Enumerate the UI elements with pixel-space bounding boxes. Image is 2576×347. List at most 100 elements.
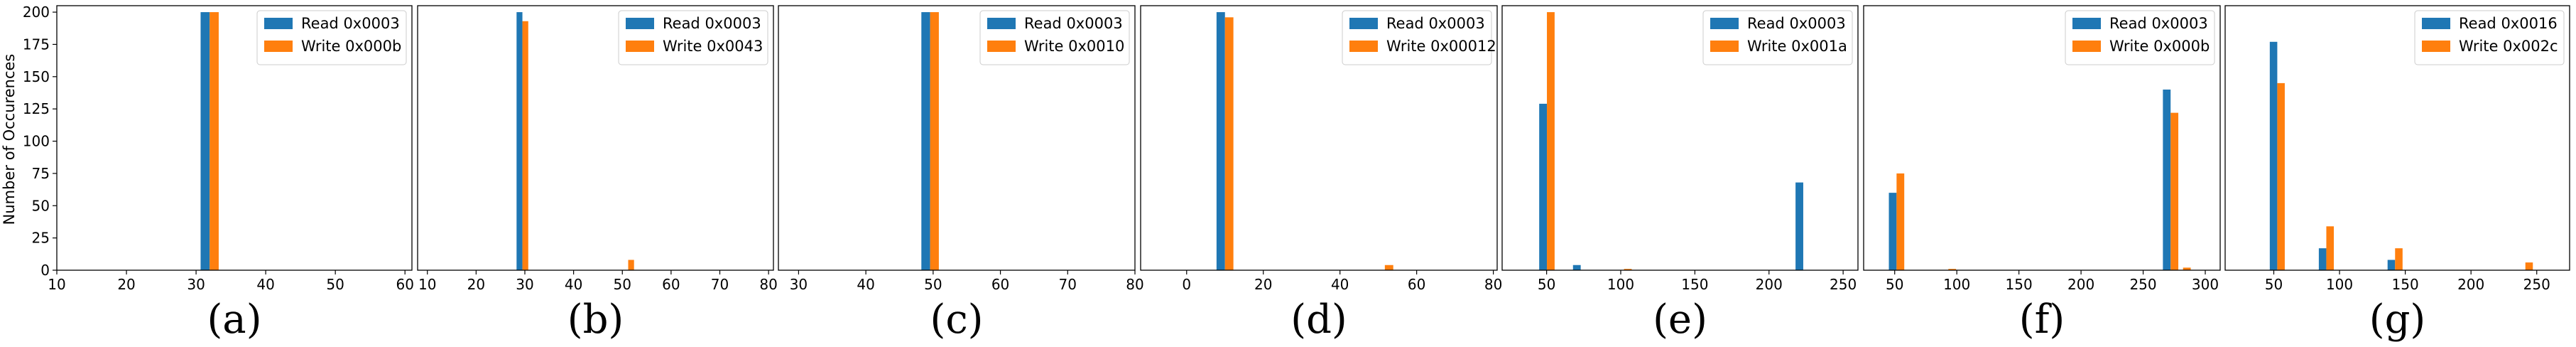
- panel-g: 50 100 150 200 250 Read 0x0016 Write 0x002c (g): [2224, 5, 2570, 343]
- x-tick-label: 300: [2192, 276, 2219, 293]
- legend-swatch: [2422, 41, 2450, 52]
- bar-read: [200, 12, 210, 270]
- panel-caption: (b): [567, 297, 624, 343]
- axes-frame: [1140, 5, 1498, 271]
- legend-swatch: [1349, 18, 1378, 29]
- x-tick-label: 20: [467, 276, 485, 293]
- legend: [979, 10, 1130, 65]
- legend-label: Read 0x0003: [663, 15, 761, 32]
- x-tick-label: 60: [1408, 276, 1425, 293]
- axes-frame: [2224, 5, 2570, 271]
- x-tick-label: 30: [516, 276, 533, 293]
- y-tick-label: 75: [32, 165, 50, 182]
- axes-frame: [1863, 5, 2221, 271]
- x-tick-label: 10: [48, 276, 65, 293]
- y-tick-label: 150: [23, 68, 50, 85]
- x-tick-label: 50: [1886, 276, 1903, 293]
- legend-swatch: [2072, 41, 2101, 52]
- bar-write: [2277, 82, 2285, 270]
- x-tick-label: 250: [2523, 276, 2550, 293]
- bar-write: [1948, 269, 1957, 270]
- legend-label: Write 0x001a: [1747, 38, 1847, 55]
- x-tick-label: 100: [1607, 276, 1634, 293]
- bar-write: [1624, 269, 1632, 270]
- legend-label: Read 0x0003: [1747, 15, 1846, 32]
- bar-write: [2326, 226, 2334, 270]
- x-tick-label: 80: [1484, 276, 1502, 293]
- panel-caption: (e): [1653, 297, 1707, 343]
- x-tick-label: 50: [326, 276, 344, 293]
- y-tick-label: 0: [40, 262, 50, 279]
- x-tick-label: 50: [614, 276, 631, 293]
- legend: [2065, 10, 2215, 65]
- y-tick-label: 50: [32, 197, 50, 214]
- legend-label: Write 0x002c: [2459, 38, 2558, 55]
- x-tick-label: 70: [711, 276, 729, 293]
- legend-swatch: [987, 18, 1016, 29]
- x-tick-label: 250: [2129, 276, 2156, 293]
- bar-read: [1572, 265, 1581, 270]
- legend-label: Write 0x000b: [2109, 38, 2210, 55]
- legend: [618, 10, 768, 65]
- panel-caption: (f): [2019, 297, 2065, 343]
- x-tick-label: 200: [1756, 276, 1783, 293]
- bar-read: [516, 12, 523, 270]
- panel-e: 50 100 150 200 250 Read 0x0003 Write 0x001a (e): [1501, 5, 1859, 343]
- x-tick-label: 80: [1126, 276, 1143, 293]
- x-tick-label: 70: [1059, 276, 1077, 293]
- legend-label: Read 0x0016: [2459, 15, 2558, 32]
- y-tick-label: 175: [23, 36, 50, 53]
- legend-swatch: [1710, 41, 1739, 52]
- panel-c: 30 40 50 60 70 80 Read 0x0003 Write 0x0010 (c): [778, 5, 1144, 343]
- legend-label: Read 0x0003: [301, 15, 400, 32]
- legend-swatch: [1349, 41, 1378, 52]
- bar-write: [1547, 12, 1555, 270]
- legend-swatch: [264, 41, 293, 52]
- x-tick-label: 200: [2457, 276, 2484, 293]
- axes-frame: [56, 5, 413, 271]
- axes-frame: [1501, 5, 1859, 271]
- legend-label: Write 0x000b: [301, 38, 401, 55]
- bar-read: [2269, 41, 2278, 271]
- legend-swatch: [264, 18, 293, 29]
- legend: [1702, 10, 1853, 65]
- panel-caption: (c): [930, 297, 983, 343]
- panel-b: 10 20 30 40 50 60 70 80 Read 0x0003 Write 0x0043 (…: [417, 5, 778, 343]
- legend-swatch: [626, 41, 654, 52]
- bar-read: [1795, 182, 1803, 270]
- bar-read: [921, 12, 930, 270]
- x-tick-label: 40: [857, 276, 874, 293]
- x-tick-label: 40: [565, 276, 582, 293]
- x-tick-label: 10: [418, 276, 436, 293]
- x-tick-label: 100: [2326, 276, 2353, 293]
- bar-write: [2170, 112, 2179, 270]
- x-tick-label: 30: [790, 276, 808, 293]
- x-tick-label: 150: [2006, 276, 2033, 293]
- x-tick-label: 150: [2392, 276, 2419, 293]
- legend-swatch: [2072, 18, 2101, 29]
- panel-f: 50 100 150 200 250 300 Read 0x0003 Write 0x000b…: [1863, 5, 2221, 343]
- y-tick-label: 25: [32, 230, 50, 247]
- legend-label: Write 0x0010: [1024, 38, 1124, 55]
- bar-write: [2183, 267, 2191, 270]
- legend-label: Write 0x0043: [663, 38, 763, 55]
- x-tick-label: 40: [256, 276, 274, 293]
- x-tick-label: 20: [117, 276, 135, 293]
- x-tick-label: 60: [396, 276, 413, 293]
- x-tick-label: 100: [1943, 276, 1970, 293]
- x-tick-label: 150: [1681, 276, 1708, 293]
- y-axis-label: Number of Occurences: [1, 54, 18, 225]
- bar-write: [2525, 262, 2533, 270]
- bar-read: [1216, 12, 1225, 270]
- x-tick-label: 50: [924, 276, 942, 293]
- bar-read: [2318, 248, 2327, 270]
- bar-write: [210, 12, 219, 270]
- x-tick-label: 200: [2067, 276, 2094, 293]
- panel-a: 10 20 30 40 50 60 0 25 50 75 100 125 150 175 200 Read 0…: [23, 4, 414, 343]
- legend-label: Read 0x0003: [1386, 15, 1485, 32]
- bar-write: [2395, 248, 2403, 270]
- y-tick-label: 100: [23, 133, 50, 150]
- x-tick-label: 250: [1830, 276, 1857, 293]
- x-tick-label: 40: [1331, 276, 1349, 293]
